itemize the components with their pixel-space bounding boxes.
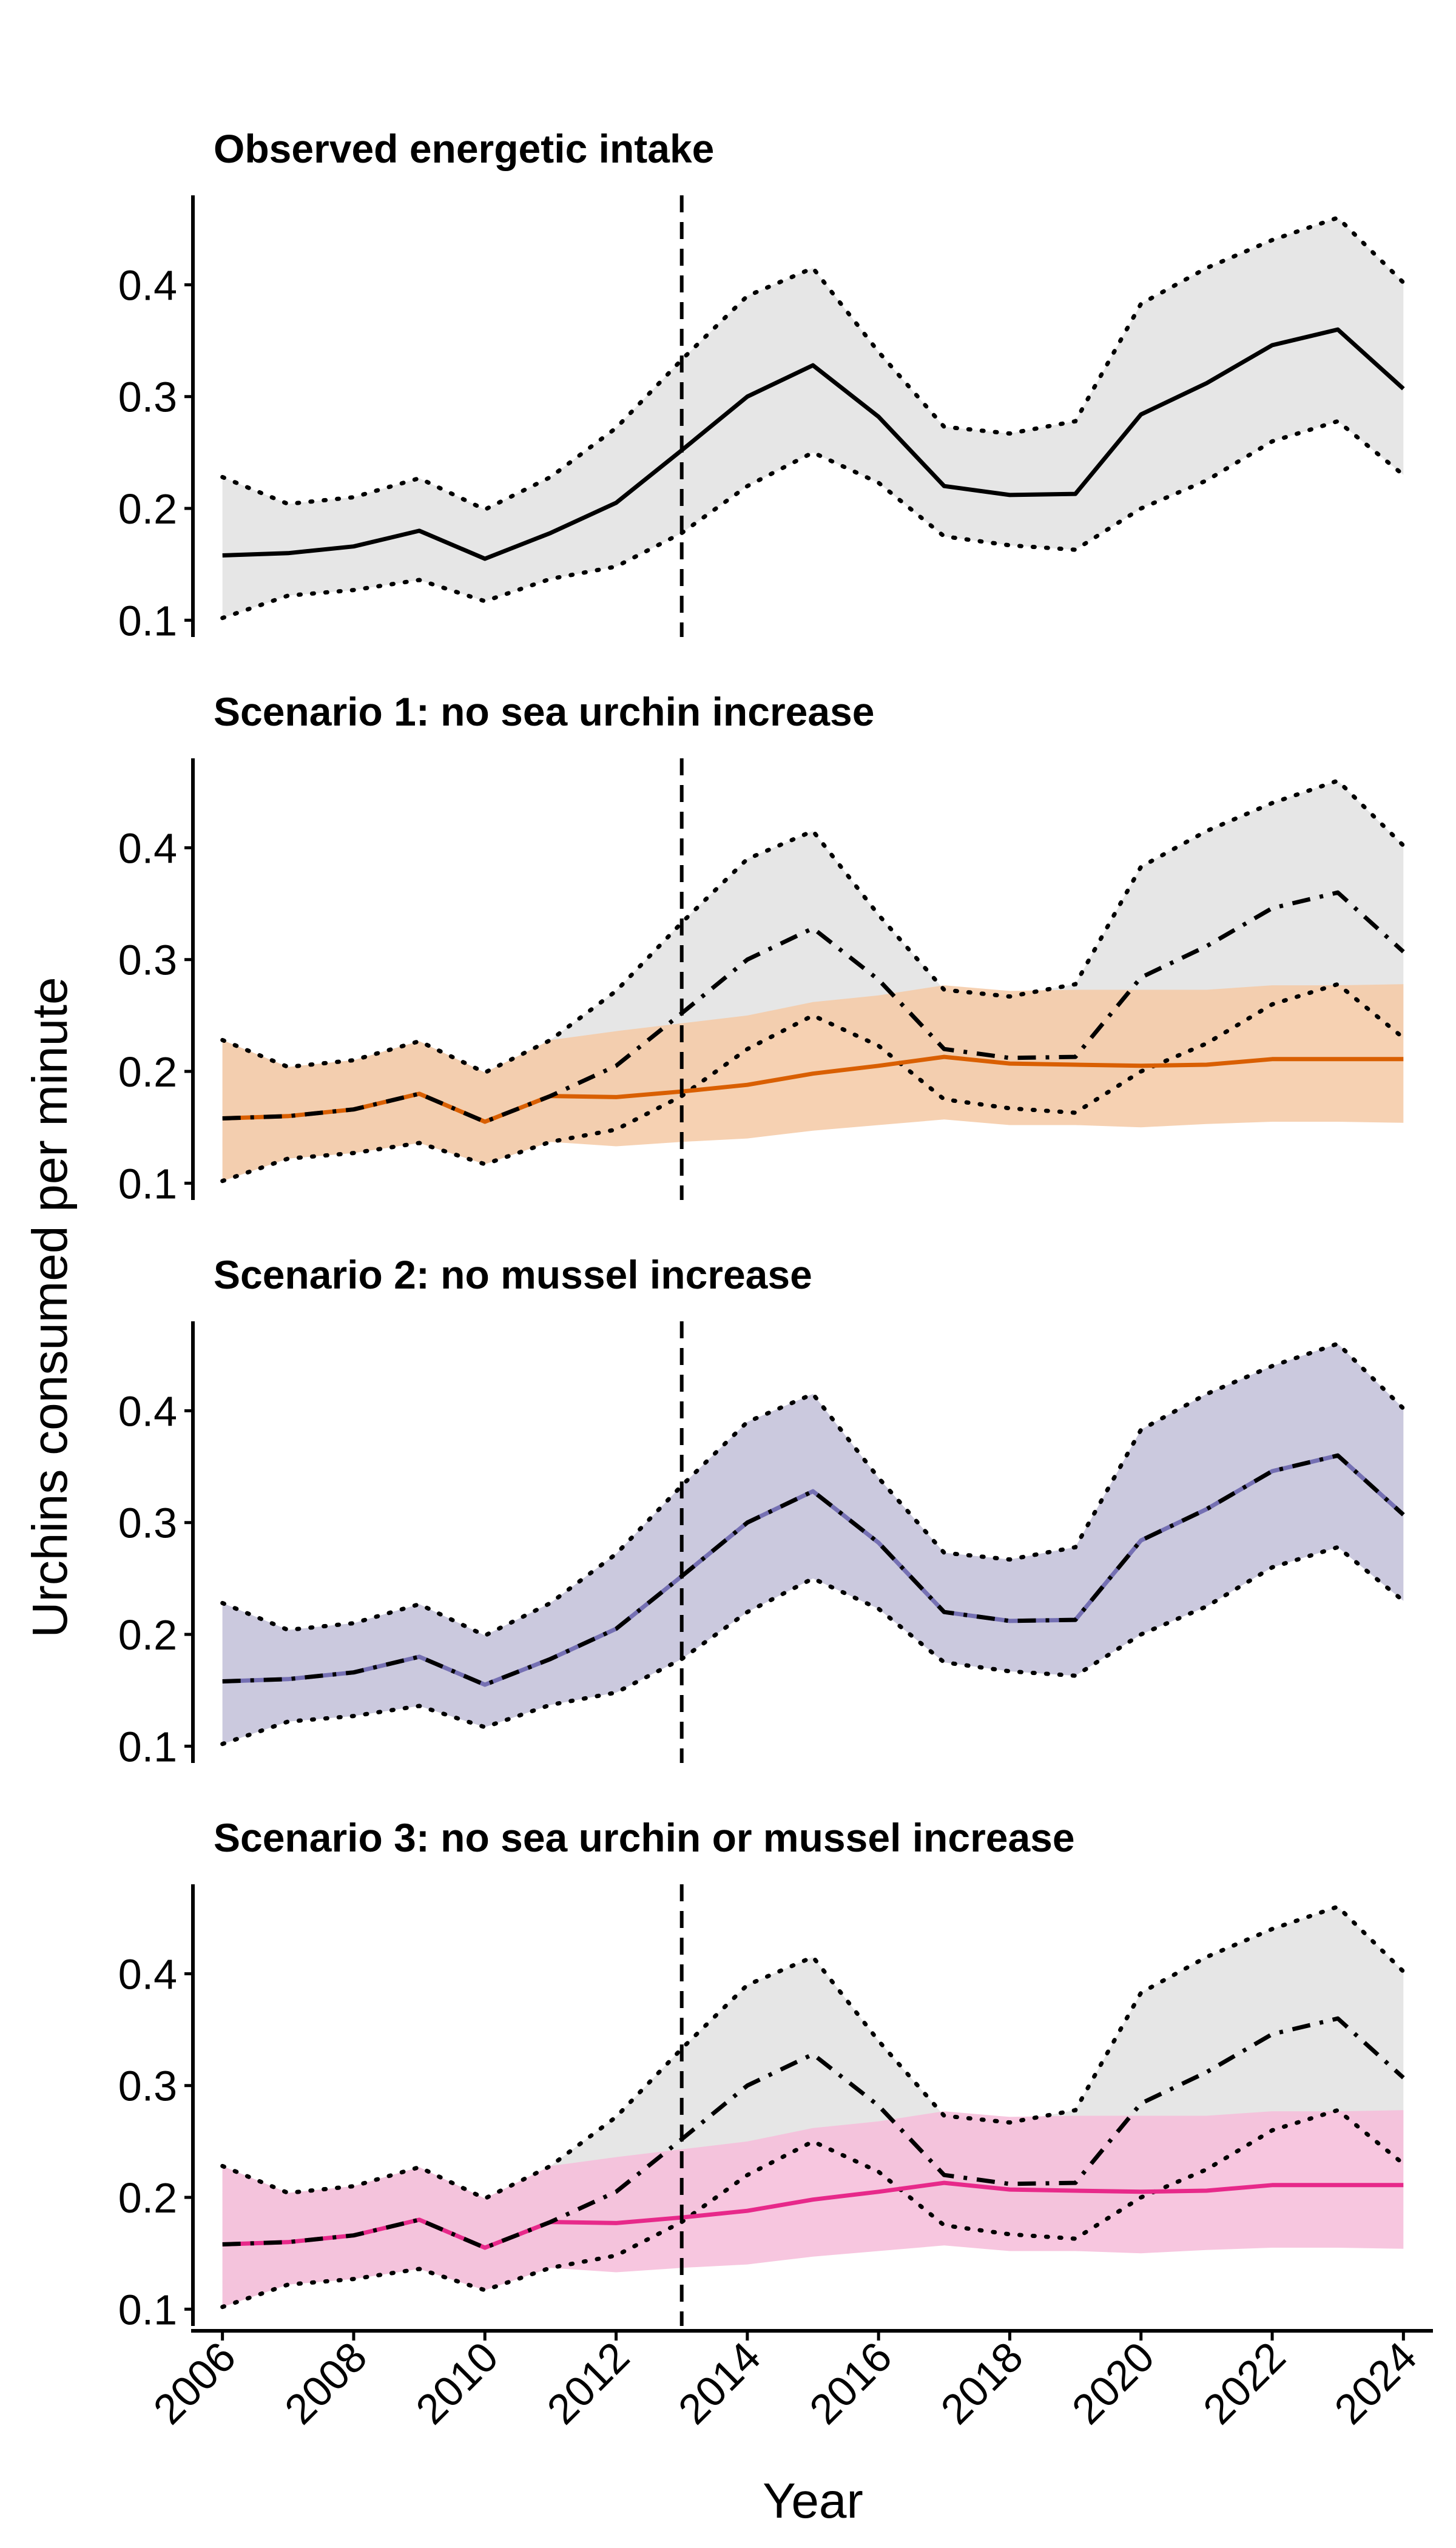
y-tick-label: 0.1 (118, 1160, 177, 1207)
y-tick-label: 0.4 (118, 261, 177, 309)
y-tick-label: 0.4 (118, 1950, 177, 1998)
panel-3: Scenario 2: no mussel increase 0.1 0.2 0.3 0… (118, 1252, 1406, 1770)
y-tick-label: 0.3 (118, 374, 177, 421)
y-tick-label: 0.1 (118, 597, 177, 644)
panels-group: Observed energetic intake0.10.20.30.4Sce… (118, 126, 1406, 2333)
observed-lower-bound (220, 982, 1406, 1184)
y-tick-label: 0.2 (118, 485, 177, 533)
panel-title: Scenario 1: no sea urchin increase (214, 689, 874, 734)
y-tick-label: 0.3 (118, 937, 177, 984)
x-axis-title: Year (763, 2473, 863, 2529)
scenario-ci-band (222, 1343, 1404, 1744)
scenario-ci-band (222, 984, 1404, 1181)
observed-lower-bound (220, 419, 1406, 621)
panel-1: Observed energetic intake 0.1 0.2 0.3 0.4 (118, 126, 1406, 644)
observed-lower-bound (220, 1545, 1406, 1747)
observed-mean-line (222, 327, 1405, 561)
panel-title: Observed energetic intake (214, 126, 714, 171)
y-tick-label: 0.2 (118, 2174, 177, 2222)
scenario-mean-line (222, 2180, 1404, 2250)
scenario-mean-line (222, 1054, 1404, 1124)
y-tick-label: 0.1 (118, 1723, 177, 1770)
y-tick-label: 0.1 (118, 2286, 177, 2333)
y-axis-title: Urchins consumed per minute (22, 977, 78, 1637)
panel-2: Scenario 1: no sea urchin increase 0.1 0.2… (118, 689, 1406, 1207)
y-tick-label: 0.3 (118, 1500, 177, 1547)
panel-title: Scenario 3: no sea urchin or mussel incr… (214, 1815, 1075, 1860)
y-tick-label: 0.3 (118, 2063, 177, 2110)
scenario-mean-line (222, 1453, 1405, 1687)
observed-lower-bound (220, 2108, 1406, 2310)
y-tick-label: 0.4 (118, 824, 177, 872)
panel-title: Scenario 2: no mussel increase (214, 1252, 812, 1297)
scenario-ci-band (222, 2110, 1404, 2307)
y-tick-label: 0.4 (118, 1387, 177, 1435)
y-tick-label: 0.2 (118, 1611, 177, 1659)
y-tick-label: 0.2 (118, 1048, 177, 1096)
panel-4: Scenario 3: no sea urchin or mussel incr… (118, 1815, 1406, 2333)
observed-ci-band (222, 217, 1404, 618)
